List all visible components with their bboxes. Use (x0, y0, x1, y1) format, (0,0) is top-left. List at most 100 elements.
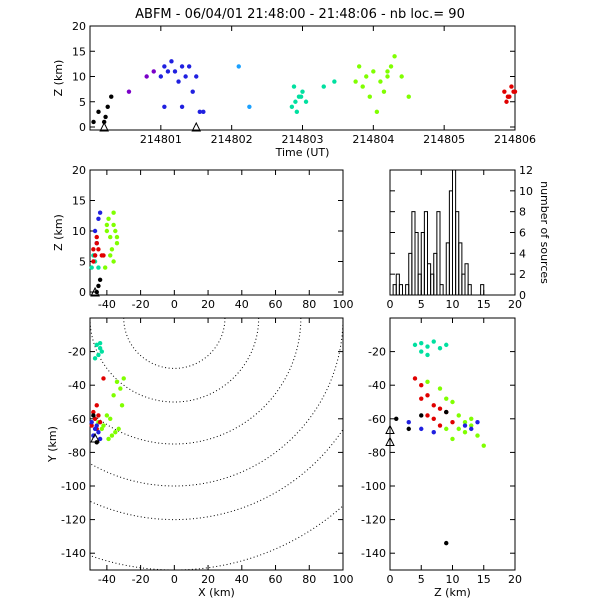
zy-point (475, 433, 480, 438)
xz-point (106, 216, 111, 221)
xz-point (96, 265, 101, 270)
xz-point (92, 228, 98, 234)
zy-point (419, 349, 424, 354)
xz-point (94, 234, 99, 240)
time-point (364, 74, 369, 79)
hist-ylabel: number of sources (538, 181, 551, 284)
hist-bar (464, 263, 469, 295)
xy-xtick-label: 20 (201, 573, 215, 586)
xy-xtick-label: 80 (302, 573, 316, 586)
hist-xtick-label: 15 (477, 298, 491, 311)
time-point (179, 104, 185, 110)
xy-ytick-label: -120 (61, 514, 86, 527)
xz-point (96, 247, 101, 252)
zy-point (431, 430, 436, 435)
time-point (105, 104, 110, 110)
x-y-panel: -40 -20 0 20 40 60 80 100 -140 -120 -100 -80 -60 -40 -… (46, 317, 354, 599)
zy-xtick-label: 5 (418, 573, 425, 586)
time-xtick-label: 214805 (423, 133, 465, 146)
xz-xtick-label: -20 (132, 298, 150, 311)
time-point (504, 99, 509, 104)
xz-point (104, 222, 110, 228)
xy-ylabel: Y (km) (46, 426, 59, 463)
time-ylabel: Z (km) (52, 60, 65, 97)
xy-point (113, 430, 118, 435)
time-point (169, 59, 174, 64)
xy-point (101, 423, 106, 428)
time-xtick-label: 214803 (282, 133, 324, 146)
time-point (356, 64, 362, 69)
time-point (103, 114, 108, 120)
zy-point (462, 423, 468, 428)
xz-ylabel: Z (km) (52, 214, 65, 251)
time-point (294, 109, 300, 115)
xy-ytick-label: -140 (61, 547, 86, 560)
xz-point (96, 283, 101, 289)
xz-point (111, 259, 116, 264)
time-point (502, 89, 507, 94)
zy-point (456, 413, 461, 418)
x-z-panel: -40 -20 0 20 40 60 80 100 0 5 10 15 20 Z (km) (52, 164, 354, 311)
station-marker-icon (90, 286, 100, 297)
zy-point (481, 443, 486, 448)
xy-ytick-label: -80 (68, 446, 86, 459)
time-point (158, 74, 164, 79)
station-marker-icon (90, 432, 100, 443)
zy-xtick-label: 15 (477, 573, 491, 586)
zy-point (425, 352, 430, 358)
time-point (293, 99, 298, 104)
zy-point (469, 416, 474, 421)
xy-point (119, 403, 125, 408)
xy-point (114, 379, 120, 385)
zy-point (412, 376, 418, 381)
time-point (201, 109, 206, 115)
xy-ytick-label: -40 (68, 379, 86, 392)
xy-point (97, 419, 103, 425)
time-point (236, 64, 241, 69)
zy-point (469, 423, 474, 428)
xz-point (114, 234, 120, 240)
xz-point (108, 234, 113, 240)
hist-bar (423, 211, 428, 295)
time-ytick-label: 10 (72, 71, 86, 84)
time-point (144, 74, 149, 79)
time-point (96, 109, 101, 115)
time-point (291, 84, 297, 89)
xz-point (102, 265, 108, 270)
hist-bar (398, 284, 403, 295)
xy-point (94, 423, 99, 428)
xy-point (111, 393, 116, 398)
time-xlabel: Time (UT) (275, 146, 330, 159)
zy-point (444, 426, 449, 432)
zy-xtick-label: 0 (387, 573, 394, 586)
xy-point (92, 356, 98, 361)
zy-point (462, 419, 468, 425)
time-point (385, 74, 390, 79)
xz-point (111, 222, 116, 228)
time-point (321, 84, 326, 89)
xz-xtick-label: 20 (201, 298, 215, 311)
xz-point (109, 247, 115, 252)
zy-point (444, 396, 449, 401)
xy-point (92, 416, 98, 421)
xy-point (96, 430, 101, 435)
time-point (332, 79, 337, 84)
hist-bar (439, 284, 444, 295)
hist-xtick-label: 10 (446, 298, 460, 311)
zy-point (469, 426, 474, 432)
zy-ytick-label: -40 (368, 379, 386, 392)
plot-frame (89, 169, 344, 296)
time-ytick-label: 0 (79, 121, 86, 134)
station-marker-icon (385, 424, 395, 435)
time-point (360, 84, 365, 89)
zy-point (419, 383, 424, 388)
zy-point (450, 399, 455, 405)
xy-point (89, 423, 94, 428)
time-point (388, 64, 394, 69)
xz-point (91, 259, 96, 264)
xy-point (99, 426, 105, 432)
time-point (183, 74, 188, 79)
xy-xtick-label: 60 (269, 573, 283, 586)
time-point (392, 54, 397, 59)
time-point (190, 89, 195, 94)
